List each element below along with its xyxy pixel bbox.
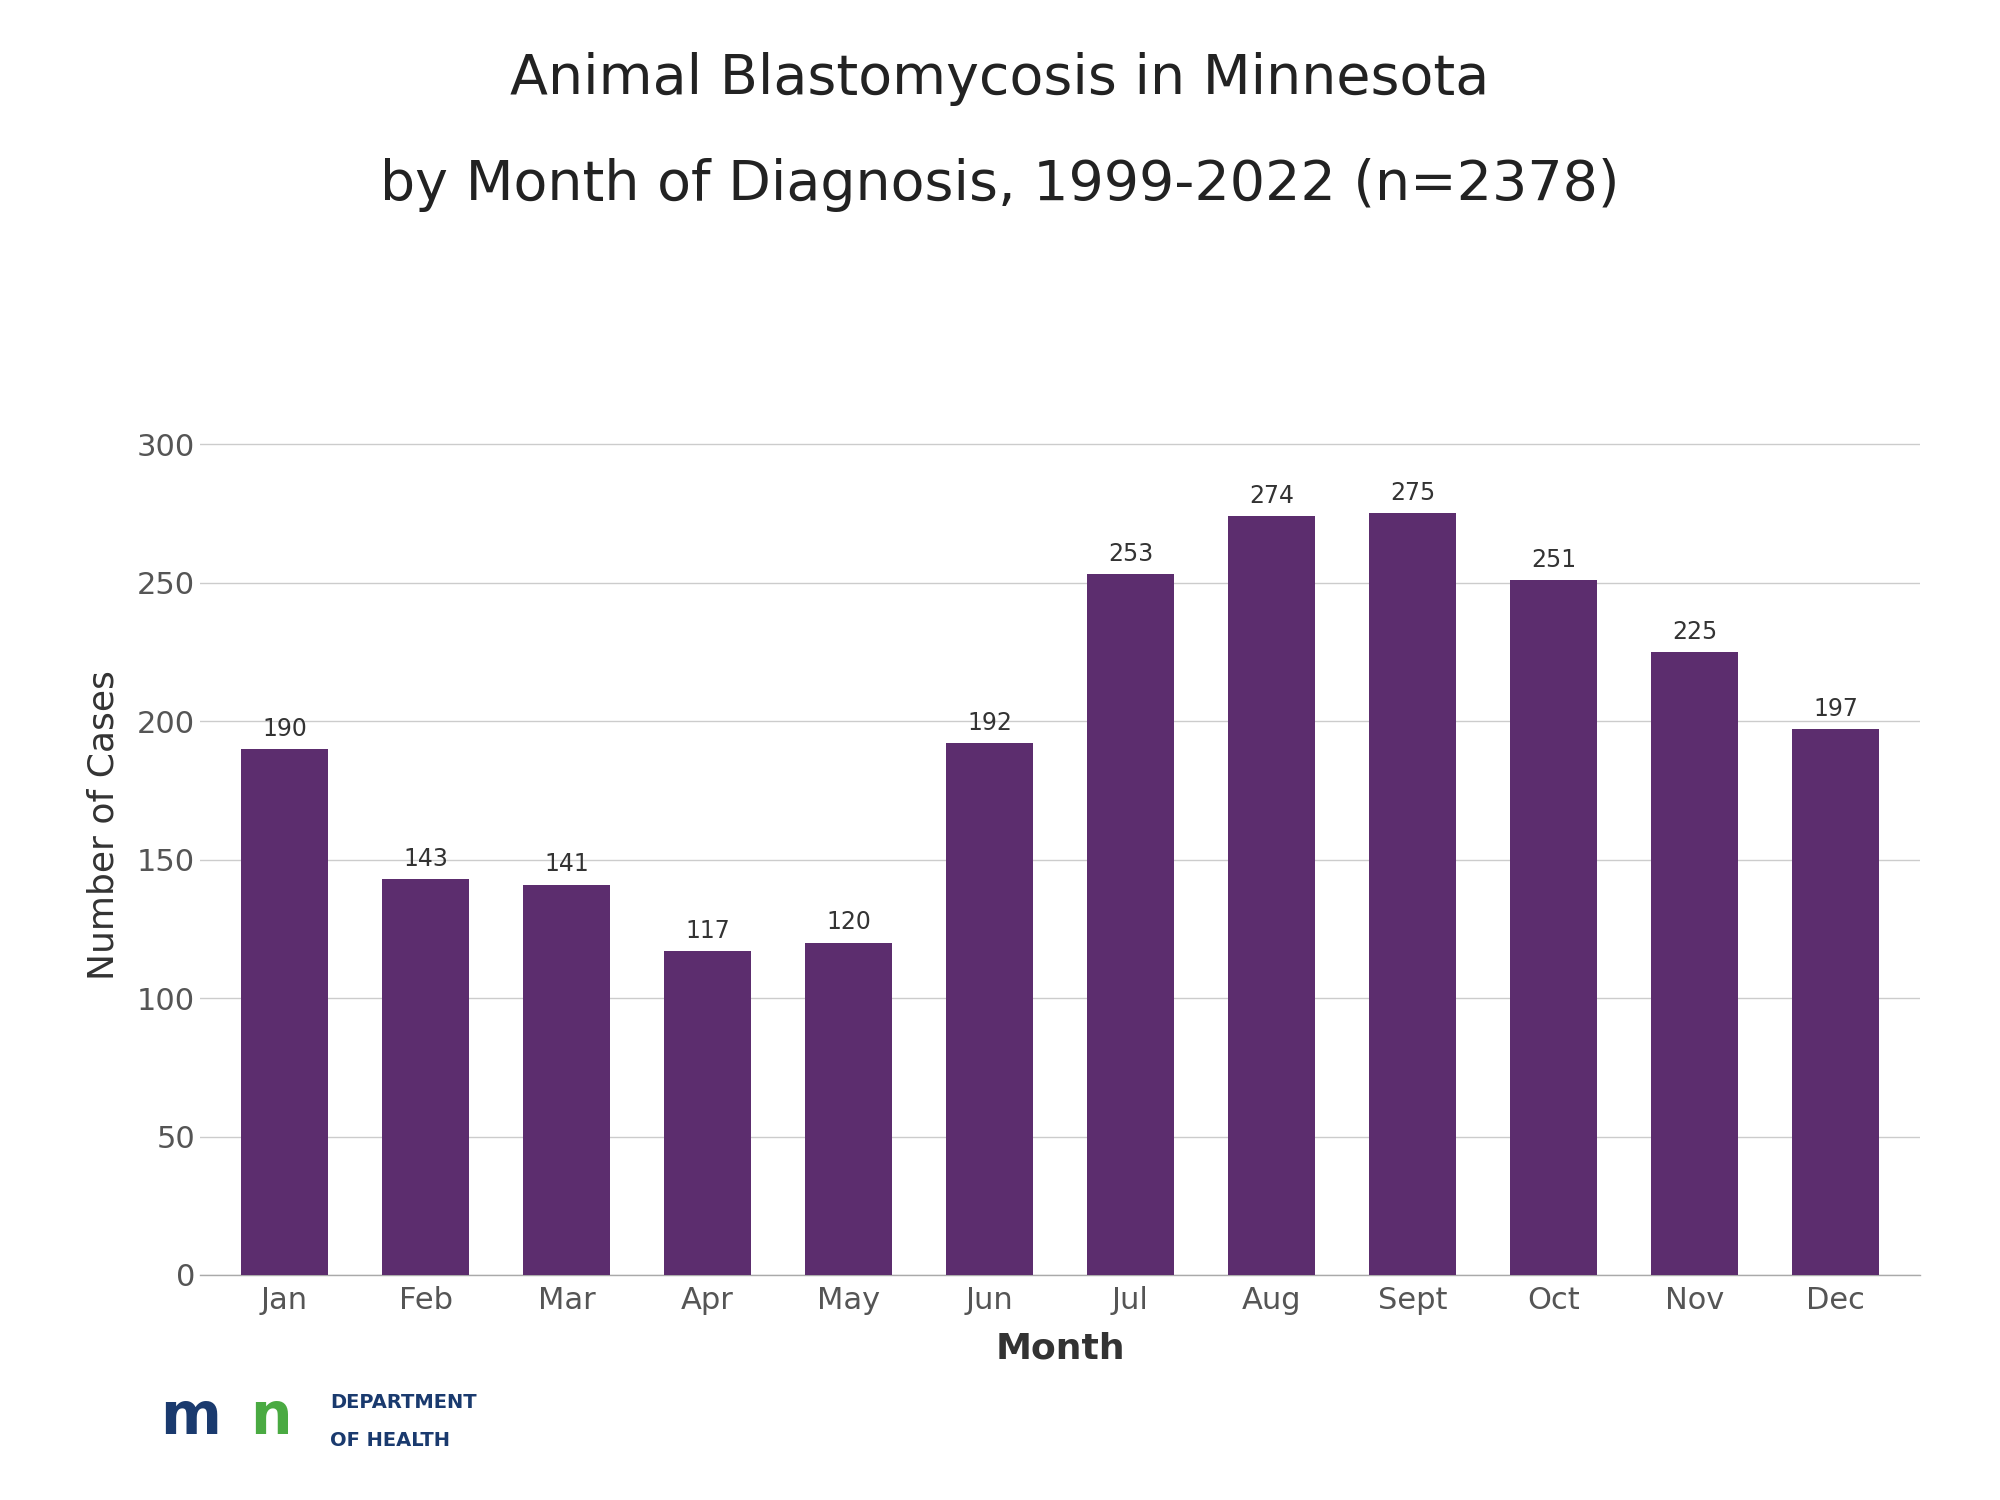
Text: 197: 197 [1812, 698, 1858, 721]
Bar [1510, 580, 1598, 1275]
Bar [1650, 652, 1738, 1275]
Text: 275: 275 [1390, 482, 1436, 506]
Text: 190: 190 [262, 717, 308, 741]
Bar [1228, 516, 1316, 1275]
Text: 141: 141 [544, 852, 588, 876]
Text: DEPARTMENT: DEPARTMENT [330, 1394, 476, 1411]
Text: n: n [250, 1389, 292, 1446]
Bar [1368, 513, 1456, 1275]
Text: by Month of Diagnosis, 1999-2022 (n=2378): by Month of Diagnosis, 1999-2022 (n=2378… [380, 158, 1620, 212]
Text: 117: 117 [686, 918, 730, 942]
Bar [240, 748, 328, 1275]
Text: 192: 192 [968, 711, 1012, 735]
Bar [522, 885, 610, 1275]
Bar [664, 951, 752, 1275]
X-axis label: Month: Month [996, 1332, 1124, 1366]
Text: m: m [160, 1389, 220, 1446]
Bar [1086, 574, 1174, 1275]
Text: 251: 251 [1530, 548, 1576, 572]
Text: OF HEALTH: OF HEALTH [330, 1431, 450, 1449]
Bar [946, 744, 1034, 1275]
Text: 253: 253 [1108, 542, 1154, 566]
Text: 225: 225 [1672, 620, 1718, 644]
Text: 143: 143 [404, 846, 448, 870]
Text: 120: 120 [826, 910, 870, 934]
Bar [804, 942, 892, 1275]
Bar [1792, 729, 1880, 1275]
Text: 274: 274 [1248, 484, 1294, 508]
Bar [382, 879, 470, 1275]
Y-axis label: Number of Cases: Number of Cases [86, 670, 120, 980]
Text: Animal Blastomycosis in Minnesota: Animal Blastomycosis in Minnesota [510, 53, 1490, 106]
